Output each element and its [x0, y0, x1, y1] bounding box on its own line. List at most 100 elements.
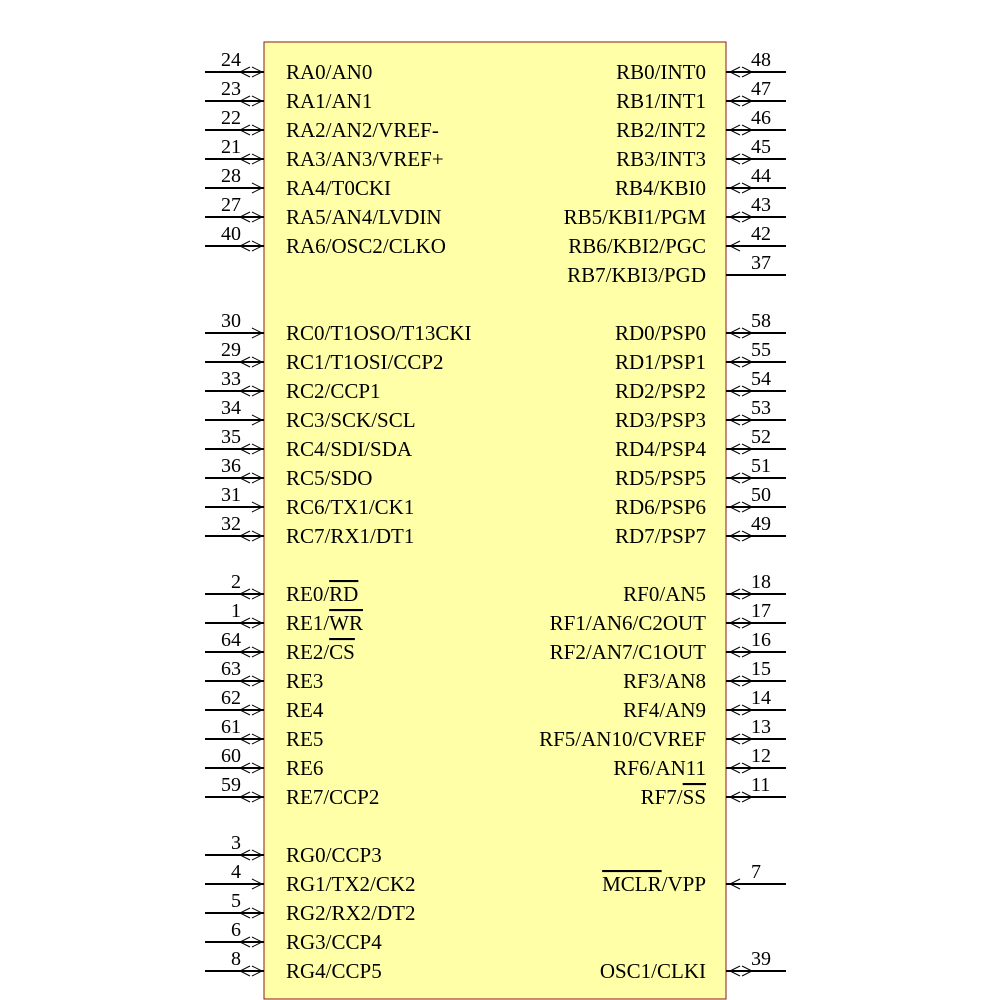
pin-arrow [741, 153, 754, 165]
pin-label-part: RB6/KBI2/PGC [568, 234, 706, 258]
pin-label: RD7/PSP7 [615, 524, 706, 548]
pin-arrow [728, 356, 741, 368]
pin-label-part: RC2/CCP1 [286, 379, 381, 403]
pin-label: RG2/RX2/DT2 [286, 901, 416, 925]
pin-number: 63 [221, 658, 241, 680]
pin-arrow [728, 733, 741, 745]
pin-arrow [238, 733, 251, 745]
pin-arrow [251, 501, 264, 513]
pin-label: RE0/RD [286, 582, 358, 606]
pin-arrow [728, 617, 741, 629]
pin-label: RF1/AN6/C2OUT [550, 611, 707, 635]
pin-arrow [728, 762, 741, 774]
pin-label-part: RA4/T0CKI [286, 176, 391, 200]
pin-number: 23 [221, 78, 241, 100]
pin-label: RF0/AN5 [623, 582, 706, 606]
pin-arrow [728, 385, 741, 397]
pin-label-part: RD3/PSP3 [615, 408, 706, 432]
pin-label: RB2/INT2 [616, 118, 706, 142]
pin-label-part: RD [329, 582, 358, 606]
pin-arrow [741, 762, 754, 774]
pin-arrow [741, 617, 754, 629]
pin-label: RC0/T1OSO/T13CKI [286, 321, 472, 345]
pin-arrow [741, 501, 754, 513]
pin-label-part: RF4/AN9 [623, 698, 706, 722]
pin-label-part: RD7/PSP7 [615, 524, 706, 548]
pin-arrow [238, 704, 251, 716]
pin-label-part: RE3 [286, 669, 323, 693]
pin-label-part: RC0/T1OSO/T13CKI [286, 321, 472, 345]
pin-arrow [728, 153, 741, 165]
pin-label-part: RF3/AN8 [623, 669, 706, 693]
pin-label-part: MCLR [602, 872, 662, 896]
pin-label: RB1/INT1 [616, 89, 706, 113]
pin-arrow [251, 182, 264, 194]
pin-label: RA0/AN0 [286, 60, 372, 84]
pin-arrow [728, 675, 741, 687]
pin-label-part: SS [683, 785, 706, 809]
pin-label-part: RC4/SDI/SDA [286, 437, 413, 461]
pin-arrow [741, 646, 754, 658]
pin-arrow [728, 646, 741, 658]
pin-arrow [728, 965, 741, 977]
pin-label-part: RF7/ [641, 785, 683, 809]
pin-label-part: RC5/SDO [286, 466, 372, 490]
pin-arrow [741, 530, 754, 542]
pin-label-part: RC7/RX1/DT1 [286, 524, 414, 548]
pin-label-part: RG4/CCP5 [286, 959, 382, 983]
pin-arrow [251, 965, 264, 977]
pin-number: 40 [221, 223, 241, 245]
pin-arrow [251, 675, 264, 687]
pin-label: RE6 [286, 756, 323, 780]
pin-arrow [251, 124, 264, 136]
pin-arrow [251, 66, 264, 78]
pin-label-part: RA2/AN2/VREF- [286, 118, 439, 142]
pin-number: 4 [231, 861, 241, 883]
pin-arrow [251, 646, 264, 658]
pin-number: 43 [751, 194, 771, 216]
pin-label-part: RE4 [286, 698, 324, 722]
pin-label-part: RE6 [286, 756, 323, 780]
pin-number: 49 [751, 513, 771, 535]
pin-arrow [728, 791, 741, 803]
pin-label: RC4/SDI/SDA [286, 437, 413, 461]
pin-arrow [251, 414, 264, 426]
pin-arrow [251, 530, 264, 542]
pin-arrow [251, 95, 264, 107]
pin-label-part: RE2/ [286, 640, 329, 664]
pin-label-part: RD5/PSP5 [615, 466, 706, 490]
pin-arrow [251, 153, 264, 165]
pin-label: RG0/CCP3 [286, 843, 382, 867]
pin-label-part: /VPP [662, 872, 706, 896]
pin-arrow [251, 356, 264, 368]
pin-arrow [251, 791, 264, 803]
pin-label: RF5/AN10/CVREF [539, 727, 706, 751]
pin-label-part: RA6/OSC2/CLKO [286, 234, 446, 258]
pin-number: 53 [751, 397, 771, 419]
pin-arrow [238, 153, 251, 165]
pin-arrow [238, 66, 251, 78]
pin-arrow [238, 646, 251, 658]
pin-arrow [741, 472, 754, 484]
pin-label: RD4/PSP4 [615, 437, 707, 461]
pin-arrow [251, 327, 264, 339]
pin-number: 24 [221, 49, 241, 71]
pin-label-part: RB2/INT2 [616, 118, 706, 142]
pin-arrow [238, 443, 251, 455]
pin-label-part: RE7/CCP2 [286, 785, 379, 809]
pin-arrow [238, 385, 251, 397]
pin-label: RD1/PSP1 [615, 350, 706, 374]
pin-arrow [238, 472, 251, 484]
pin-number: 3 [231, 832, 241, 854]
pin-label: RB4/KBI0 [615, 176, 706, 200]
pin-label: RA3/AN3/VREF+ [286, 147, 444, 171]
pin-arrow [238, 211, 251, 223]
pin-number: 29 [221, 339, 241, 361]
pin-arrow [741, 356, 754, 368]
pin-arrow [741, 588, 754, 600]
pin-arrow [251, 385, 264, 397]
pin-number: 32 [221, 513, 241, 535]
pin-label-part: RF5/AN10/CVREF [539, 727, 706, 751]
pin-number: 60 [221, 745, 241, 767]
